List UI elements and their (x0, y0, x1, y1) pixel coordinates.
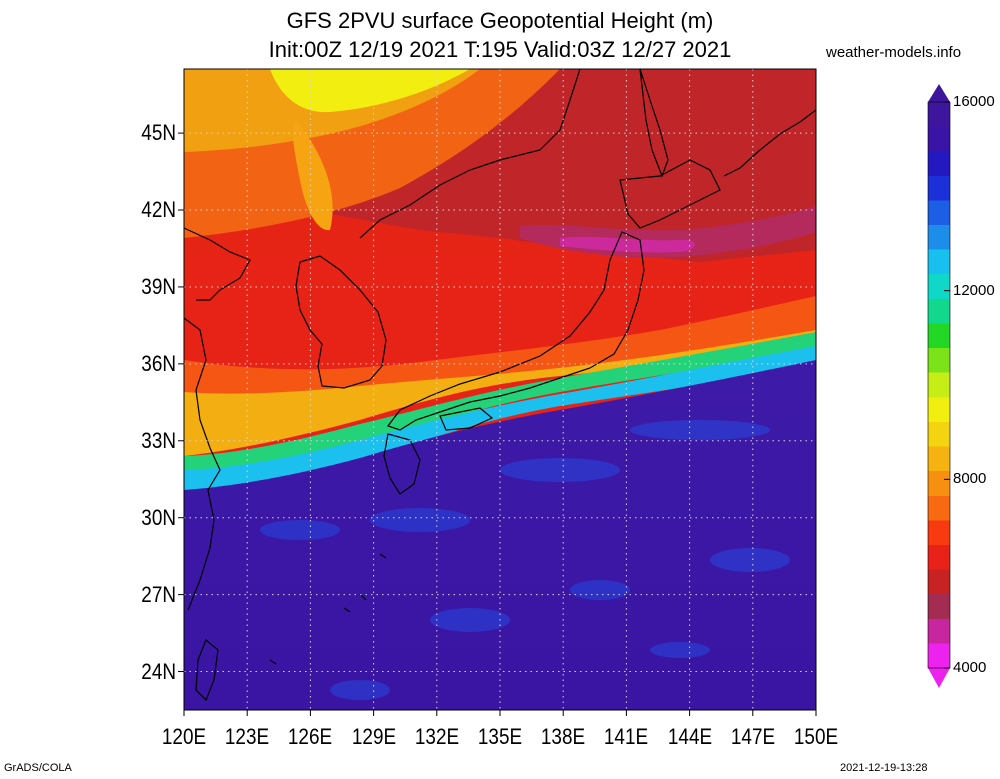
lon-tick-label: 123E (225, 724, 270, 749)
lon-tick-label: 132E (414, 724, 459, 749)
lon-tick-label: 147E (730, 724, 775, 749)
colorbar-tick-label: 4000 (953, 659, 987, 676)
footer-software-label: GrADS/COLA (4, 762, 72, 774)
lon-tick-label: 135E (477, 724, 523, 749)
colorbar-tick-label: 8000 (953, 470, 987, 488)
colorbar-body (928, 102, 950, 668)
graticule (184, 69, 816, 710)
footer-timestamp: 2021-12-19-13:28 (840, 762, 928, 774)
coastlines (184, 69, 816, 702)
lon-tick-label: 138E (541, 724, 586, 749)
colorbar-tick-label: 16000 (953, 93, 995, 110)
chart-title: GFS 2PVU surface Geopotential Height (m) (286, 8, 714, 33)
lat-tick-label: 42N (141, 197, 176, 223)
lat-tick-label: 36N (141, 350, 176, 376)
lon-tick-label: 150E (793, 724, 839, 749)
field-tongue (293, 120, 333, 231)
lon-tick-label: 141E (604, 724, 649, 749)
colorbar-bottom-arrow (928, 668, 950, 688)
axis-ticks (178, 132, 817, 716)
colorbar-top-arrow (928, 84, 950, 102)
lat-tick-label: 27N (141, 581, 176, 607)
field-trough-core (560, 236, 695, 253)
lon-tick-label: 120E (161, 724, 207, 749)
field-tropics-speckle (260, 420, 790, 700)
field-layer (184, 69, 816, 710)
colorbar (927, 84, 951, 688)
lon-tick-label: 144E (667, 724, 712, 749)
lat-tick-label: 33N (141, 427, 176, 453)
lat-tick-label: 39N (141, 273, 176, 299)
lon-tick-label: 126E (288, 724, 333, 749)
lat-tick-label: 24N (141, 658, 176, 684)
lon-tick-label: 129E (351, 724, 396, 749)
chart-subtitle: Init:00Z 12/19 2021 T:195 Valid:03Z 12/2… (268, 37, 732, 62)
colorbar-tick-label: 12000 (953, 281, 995, 299)
credit-label: weather-models.info (826, 44, 962, 61)
field-yellow-ridge (270, 69, 470, 113)
field-jet-cyan (184, 346, 816, 500)
lat-tick-label: 45N (141, 120, 176, 146)
field-tropics (184, 360, 816, 710)
lat-tick-label: 30N (141, 504, 176, 530)
